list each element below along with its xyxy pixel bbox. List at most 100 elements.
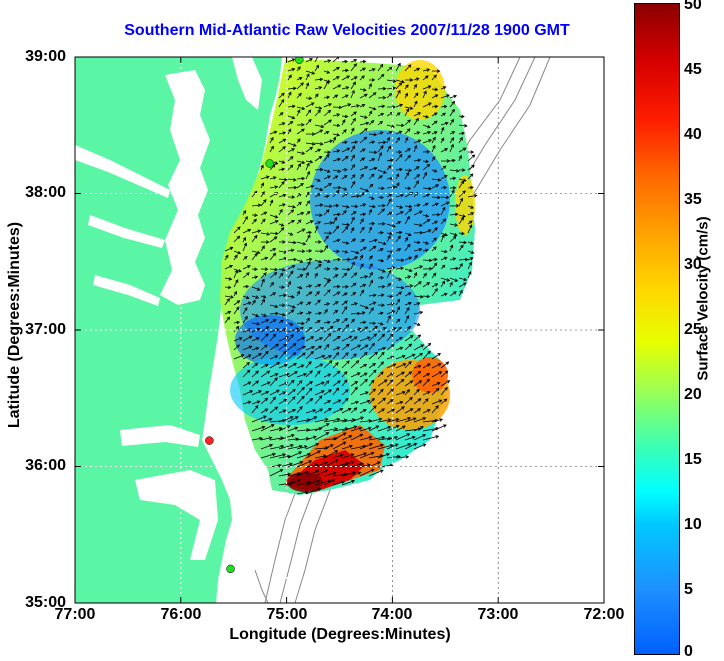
velocity-arrow	[296, 138, 301, 144]
velocity-arrow	[440, 361, 450, 369]
velocity-arrow	[458, 240, 468, 245]
velocity-arrow	[386, 86, 397, 90]
velocity-arrow	[305, 360, 312, 369]
velocity-arrow	[287, 205, 297, 209]
velocity-arrow	[350, 227, 355, 234]
velocity-arrow	[341, 119, 346, 126]
velocity-arrow	[440, 370, 449, 378]
velocity-arrow	[458, 147, 467, 153]
velocity-arrow	[314, 64, 320, 72]
velocity-arrow	[323, 360, 333, 369]
velocity-arrow	[305, 234, 311, 243]
velocity-arrow	[305, 311, 312, 315]
velocity-arrow	[413, 388, 420, 396]
velocity-arrow	[260, 298, 265, 306]
velocity-arrow	[287, 437, 300, 441]
velocity-arrow	[305, 370, 313, 378]
velocity-arrow	[422, 186, 433, 191]
velocity-arrow	[305, 271, 309, 279]
velocity-arrow	[440, 234, 445, 243]
velocity-arrow	[314, 461, 328, 468]
velocity-arrow	[359, 226, 365, 234]
velocity-arrow	[332, 267, 339, 271]
velocity-arrow	[467, 220, 473, 225]
velocity-arrow	[341, 140, 348, 145]
velocity-arrow	[314, 225, 319, 234]
velocity-arrow	[287, 232, 294, 236]
velocity-arrow	[242, 272, 250, 279]
velocity-arrow	[251, 252, 258, 261]
velocity-arrow	[332, 225, 340, 234]
velocity-arrow	[260, 344, 268, 351]
velocity-arrow	[359, 104, 366, 108]
velocity-arrow	[377, 231, 384, 235]
velocity-arrow	[314, 77, 324, 82]
velocity-arrow	[431, 104, 439, 109]
velocity-arrow	[440, 249, 448, 254]
velocity-arrow	[359, 391, 369, 396]
velocity-arrow	[386, 254, 391, 261]
velocity-arrow	[404, 232, 412, 237]
velocity-arrow	[278, 303, 286, 307]
velocity-arrow	[278, 398, 288, 405]
velocity-arrow	[269, 252, 277, 261]
velocity-arrow	[440, 165, 447, 171]
velocity-arrow	[449, 257, 457, 261]
velocity-arrow	[359, 203, 367, 207]
velocity-arrow	[233, 337, 243, 342]
velocity-arrow	[269, 427, 283, 432]
velocity-arrow	[287, 115, 296, 120]
velocity-arrow	[242, 284, 250, 289]
velocity-arrow	[251, 213, 258, 217]
velocity-arrow	[287, 343, 297, 351]
velocity-arrow	[440, 126, 445, 135]
velocity-arrow	[341, 175, 348, 180]
velocity-arrow	[377, 397, 387, 405]
velocity-arrow	[404, 208, 413, 216]
velocity-arrow	[377, 186, 385, 190]
velocity-arrow	[305, 249, 313, 253]
velocity-arrow	[387, 105, 396, 109]
velocity-arrow	[341, 250, 349, 254]
velocity-arrow	[404, 315, 410, 324]
velocity-arrow	[359, 336, 371, 342]
velocity-arrow	[404, 325, 411, 333]
velocity-arrow	[305, 210, 311, 216]
velocity-arrow	[332, 380, 341, 387]
velocity-arrow	[440, 148, 449, 153]
velocity-arrow	[251, 218, 257, 225]
velocity-arrow	[224, 264, 234, 270]
velocity-arrow	[386, 136, 390, 144]
velocity-arrow	[395, 400, 404, 405]
velocity-arrow	[332, 149, 341, 153]
velocity-arrow	[296, 285, 303, 290]
velocity-arrow	[359, 75, 365, 81]
velocity-arrow	[269, 185, 279, 189]
velocity-arrow	[359, 435, 373, 441]
velocity-arrow	[323, 479, 336, 486]
velocity-arrow	[224, 298, 230, 306]
velocity-arrow	[413, 426, 424, 432]
velocity-arrow	[431, 212, 441, 217]
velocity-arrow	[242, 369, 251, 378]
velocity-arrow	[368, 92, 377, 99]
velocity-arrow	[413, 443, 427, 450]
velocity-arrow	[350, 372, 361, 378]
velocity-arrow	[467, 185, 474, 190]
velocity-arrow	[440, 264, 446, 270]
velocity-arrow	[413, 131, 421, 135]
velocity-arrow	[305, 350, 314, 360]
velocity-arrow	[368, 204, 376, 209]
velocity-arrow	[341, 453, 355, 459]
velocity-arrow	[305, 487, 322, 495]
velocity-arrow	[413, 272, 418, 279]
velocity-arrow	[287, 185, 298, 190]
velocity-arrow	[404, 396, 413, 405]
velocity-arrow	[287, 371, 298, 378]
colorbar-tick: 0	[684, 643, 693, 660]
velocity-arrow	[242, 315, 248, 324]
velocity-arrow	[368, 245, 377, 252]
velocity-arrow	[441, 159, 451, 163]
velocity-arrow	[224, 285, 232, 290]
velocity-arrow	[377, 203, 386, 208]
